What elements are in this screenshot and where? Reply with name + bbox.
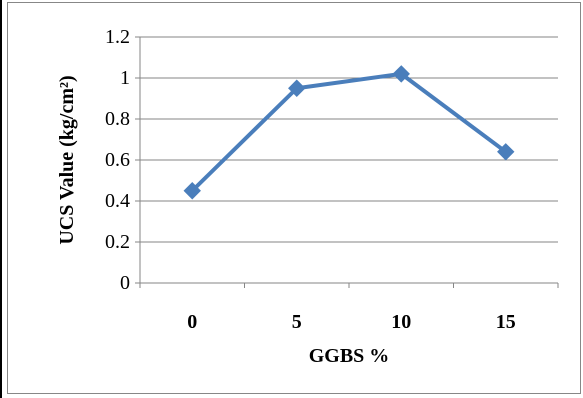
data-point-5	[288, 79, 306, 97]
axes	[135, 36, 559, 288]
gridlines	[140, 36, 558, 243]
y-axis-label: UCS Value (kg/cm²)	[56, 75, 78, 244]
x-tick-label-0: 0	[187, 311, 197, 333]
data-point-15	[497, 143, 515, 161]
y-tick-label-1: 0.2	[105, 231, 130, 253]
series-line-0	[190, 71, 507, 193]
y-tick-label-3: 0.6	[105, 149, 130, 171]
x-axis-label: GGBS %	[309, 345, 390, 367]
y-tick-label-2: 0.4	[105, 190, 130, 212]
series-group	[183, 65, 515, 200]
x-tick-labels: 0 5 10 15	[187, 311, 516, 333]
y-tick-label-6: 1.2	[105, 26, 130, 48]
y-tick-label-5: 1	[120, 67, 130, 89]
data-point-10	[392, 65, 410, 83]
x-tick-label-3: 15	[496, 311, 516, 333]
x-tick-label-2: 10	[391, 311, 411, 333]
x-tick-label-1: 5	[292, 311, 302, 333]
y-tick-labels: 0 0.2 0.4 0.6 0.8 1 1.2	[105, 26, 130, 294]
y-tick-label-4: 0.8	[105, 108, 130, 130]
left-border-line	[0, 0, 2, 398]
data-point-0	[183, 182, 201, 200]
y-tick-label-0: 0	[120, 272, 130, 294]
chart-frame	[7, 2, 581, 394]
